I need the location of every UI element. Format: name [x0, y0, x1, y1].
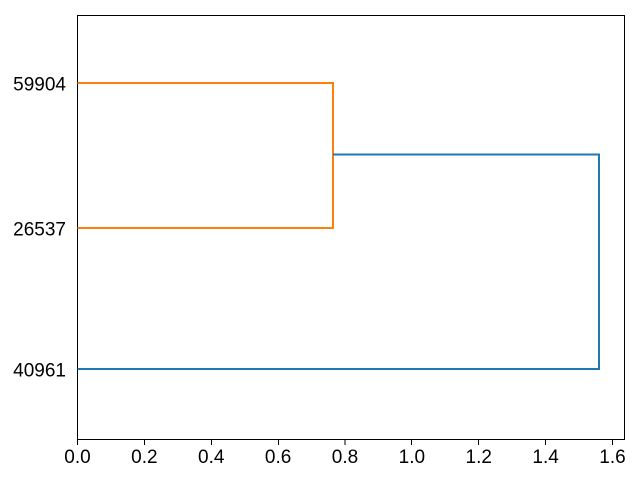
- svg-text:0.8: 0.8: [332, 447, 358, 468]
- svg-text:1.0: 1.0: [399, 447, 425, 468]
- svg-text:26537: 26537: [13, 220, 66, 241]
- svg-text:0.0: 0.0: [64, 447, 90, 468]
- svg-text:0.2: 0.2: [131, 447, 157, 468]
- svg-text:1.2: 1.2: [466, 447, 492, 468]
- svg-text:59904: 59904: [13, 75, 66, 96]
- svg-text:1.6: 1.6: [599, 447, 625, 468]
- svg-text:1.4: 1.4: [532, 447, 559, 468]
- svg-text:0.4: 0.4: [198, 447, 225, 468]
- svg-text:0.6: 0.6: [265, 447, 291, 468]
- svg-text:40961: 40961: [13, 361, 66, 382]
